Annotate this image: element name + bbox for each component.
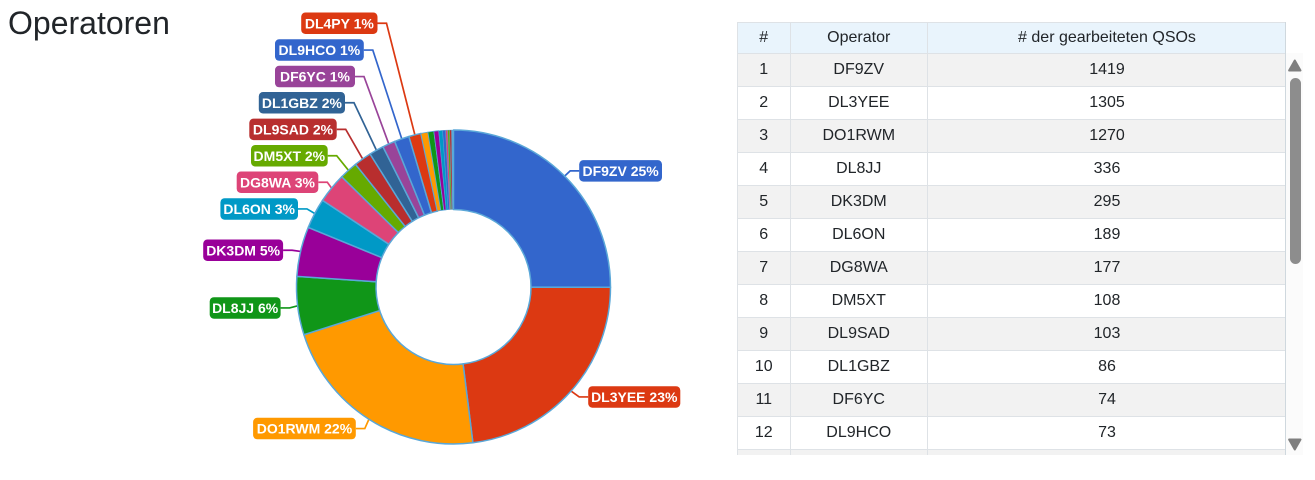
- svg-text:DF6YC 1%: DF6YC 1%: [280, 69, 351, 85]
- svg-text:DM5XT 2%: DM5XT 2%: [254, 148, 326, 164]
- svg-text:DL6ON 3%: DL6ON 3%: [223, 201, 295, 217]
- svg-text:DG8WA 3%: DG8WA 3%: [240, 174, 315, 190]
- svg-text:DL9SAD 2%: DL9SAD 2%: [253, 121, 334, 137]
- svg-text:DL3YEE 23%: DL3YEE 23%: [591, 389, 678, 405]
- svg-text:DF9ZV 25%: DF9ZV 25%: [582, 163, 659, 179]
- svg-text:DL9HCO 1%: DL9HCO 1%: [279, 42, 361, 58]
- svg-text:DL8JJ 6%: DL8JJ 6%: [212, 300, 279, 316]
- svg-text:DO1RWM 22%: DO1RWM 22%: [257, 421, 353, 437]
- svg-text:DL1GBZ 2%: DL1GBZ 2%: [262, 95, 343, 111]
- svg-text:DL4PY 1%: DL4PY 1%: [305, 15, 375, 31]
- svg-text:DK3DM 5%: DK3DM 5%: [206, 242, 280, 258]
